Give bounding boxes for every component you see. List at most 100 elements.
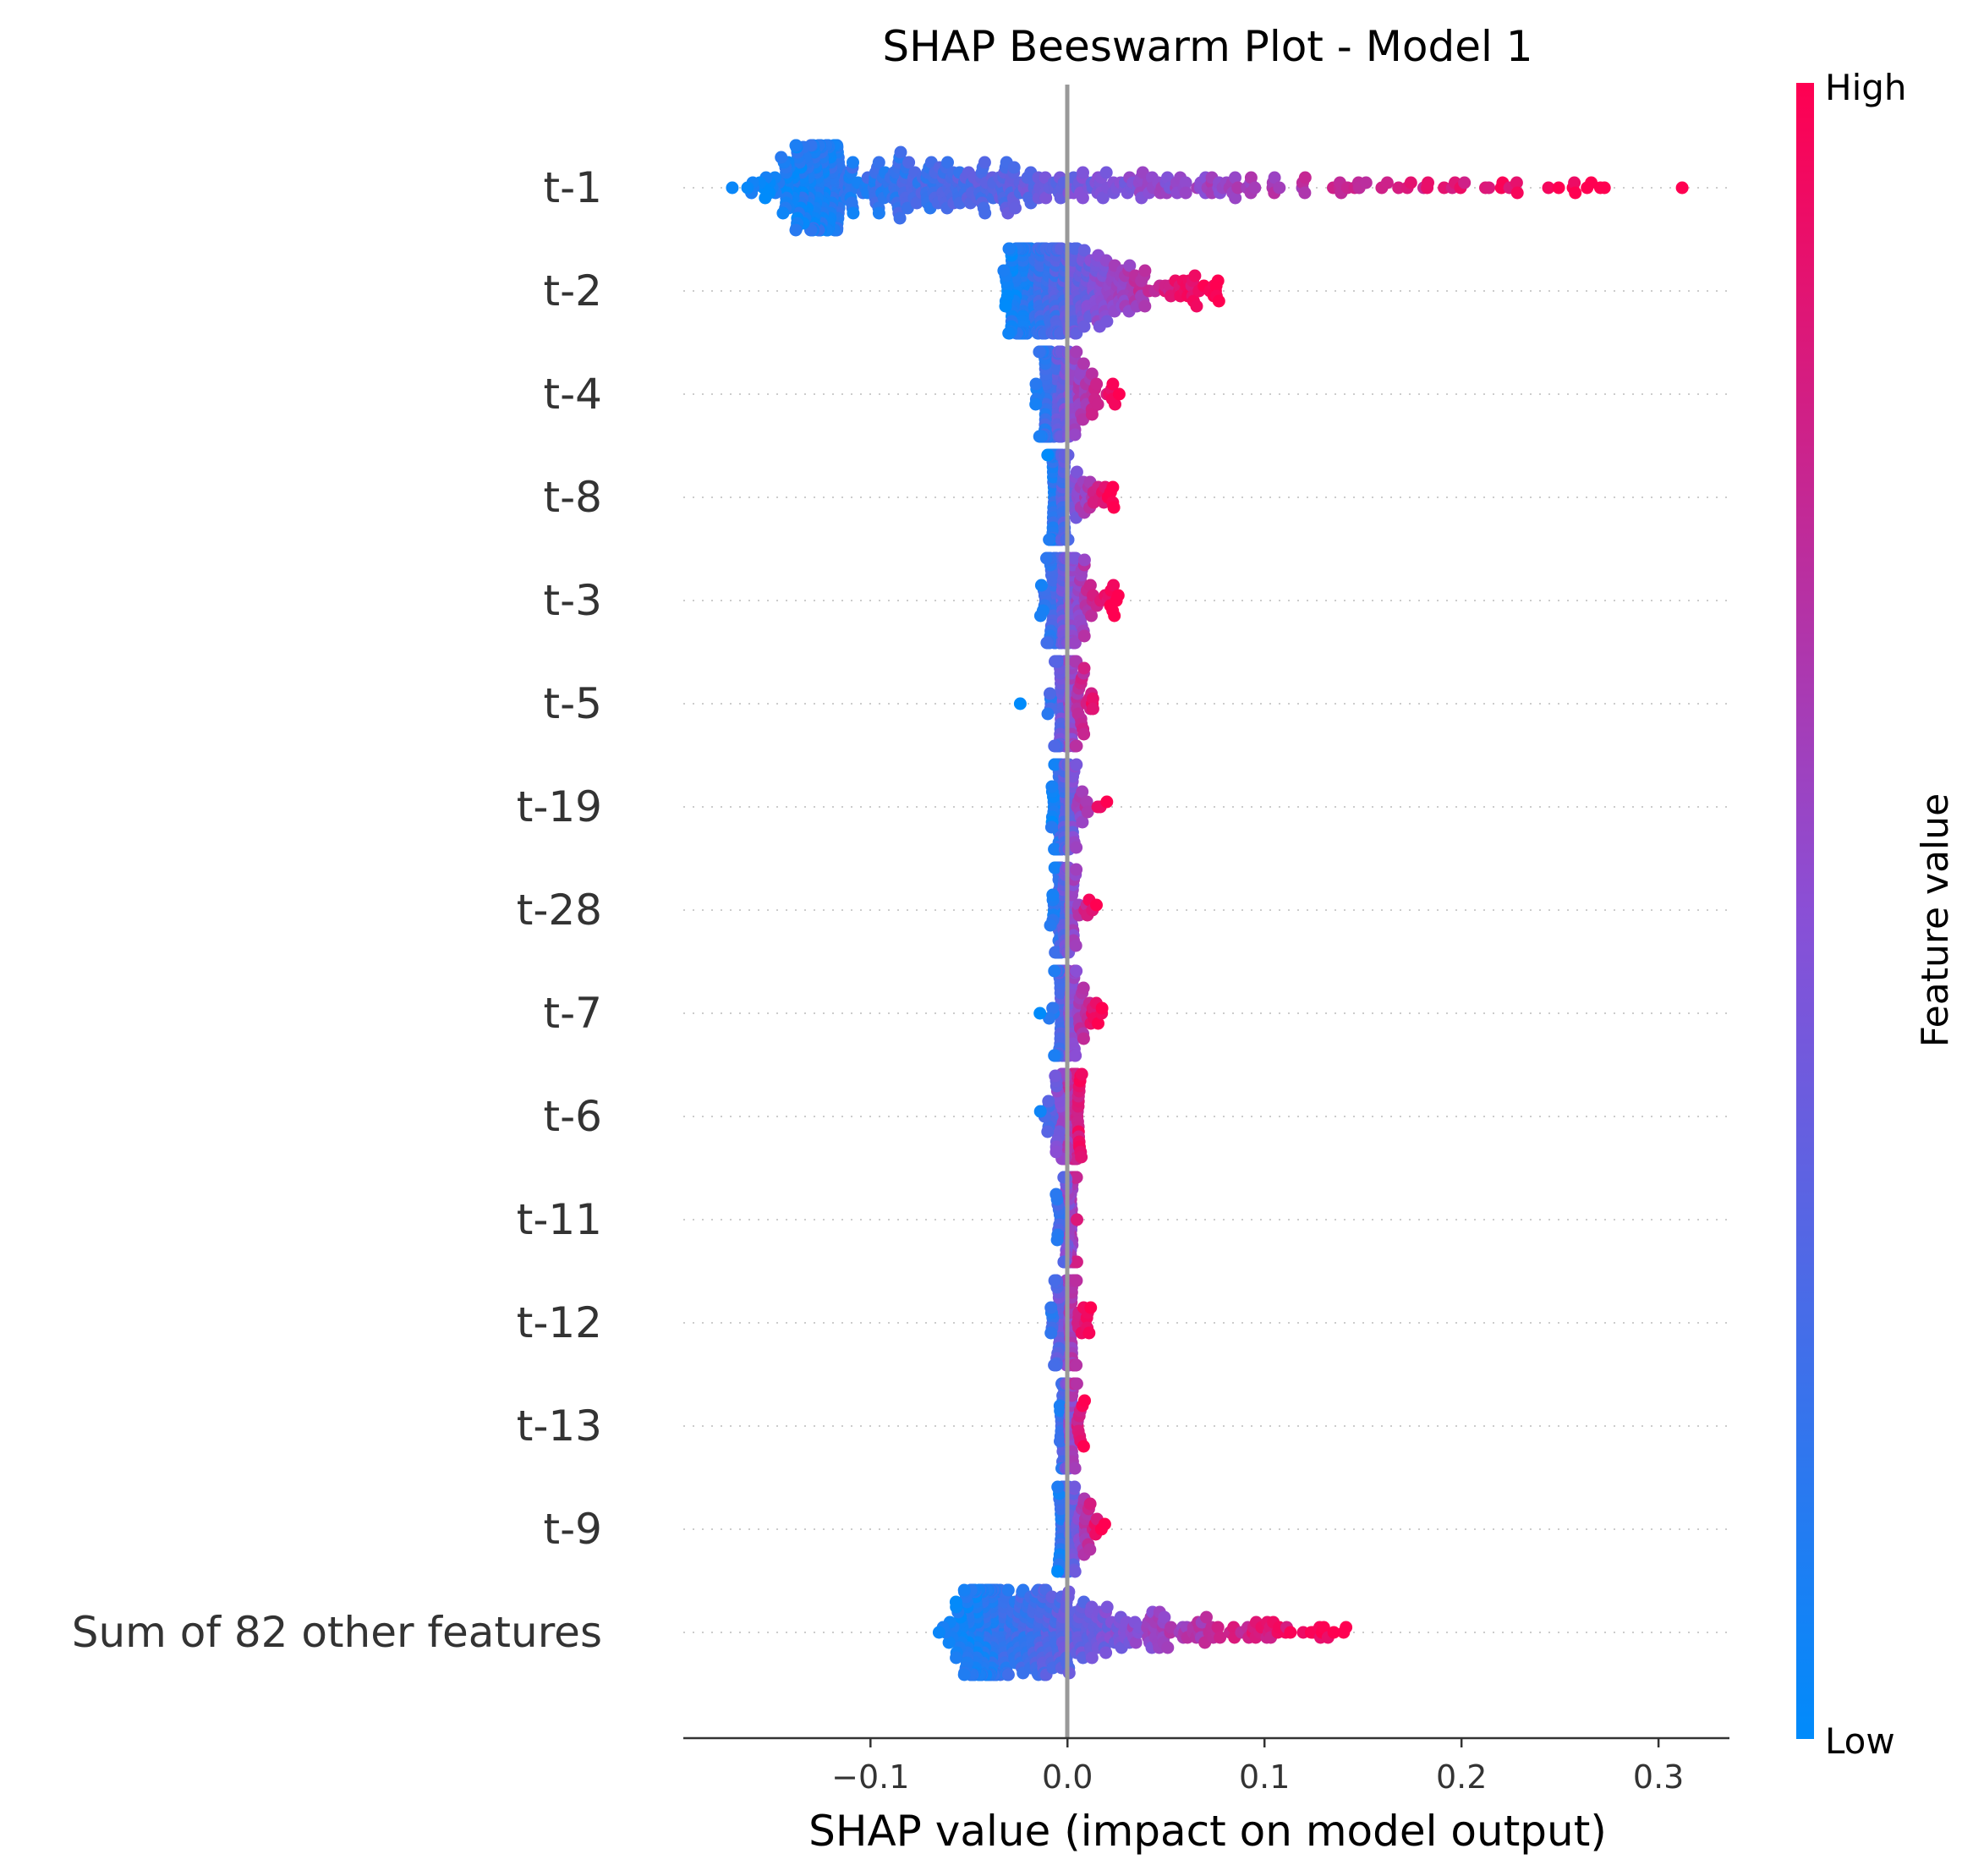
shap-point [1040, 636, 1054, 650]
colorbar-low-label: Low [1825, 1720, 1895, 1762]
feature-label: t-8 [544, 473, 602, 522]
shap-point [1111, 589, 1125, 602]
x-tick-label: 0.2 [1436, 1758, 1487, 1796]
feature-label: t-19 [517, 782, 602, 831]
shap-point [997, 264, 1011, 277]
shap-point [1049, 946, 1062, 959]
shap-point [1106, 377, 1120, 391]
shap-point [1211, 1621, 1225, 1634]
shap-point [1268, 171, 1281, 184]
shap-point [1229, 191, 1242, 205]
shap-point [1053, 1399, 1066, 1412]
shap-point [1095, 1001, 1109, 1015]
feature-label: t-5 [544, 679, 602, 728]
shap-point [1138, 264, 1152, 277]
shap-point [1034, 579, 1048, 592]
shap-point [1085, 609, 1098, 623]
shap-point [872, 156, 885, 169]
shap-point [949, 1595, 962, 1609]
shap-point [1043, 533, 1056, 546]
shap-point [1422, 176, 1434, 189]
shap-point [1212, 294, 1225, 308]
shap-point [1214, 1631, 1227, 1644]
shap-point [1068, 1480, 1082, 1494]
shap-point [1075, 1067, 1088, 1081]
shap-point [1077, 629, 1091, 643]
shap-point [1248, 181, 1262, 195]
shap-point [1002, 242, 1016, 255]
shap-point [1083, 1497, 1097, 1511]
feature-label: t-1 [544, 163, 602, 212]
shap-point [1077, 727, 1091, 741]
shap-point [1044, 687, 1056, 700]
feature-label: t-2 [544, 266, 602, 315]
shap-point [1069, 939, 1082, 952]
shap-point [1109, 398, 1121, 411]
shap-point [1076, 815, 1089, 829]
shap-point [1675, 181, 1689, 195]
shap-point [1070, 465, 1083, 479]
shap-point [1112, 387, 1126, 401]
shap-point [1033, 609, 1047, 623]
shap-point [1076, 191, 1089, 205]
shap-point [1100, 1600, 1114, 1614]
shap-point [1013, 697, 1027, 710]
shap-point [1049, 1069, 1062, 1083]
x-tick-label: 0.0 [1042, 1758, 1093, 1796]
shap-point [910, 196, 923, 210]
shap-point [1327, 1626, 1340, 1639]
shap-point [1083, 1543, 1097, 1556]
feature-label: t-4 [544, 370, 602, 419]
shap-point [1458, 176, 1472, 189]
shap-point [1041, 1125, 1055, 1138]
shap-point [789, 139, 803, 152]
shap-point [1542, 181, 1555, 195]
shap-point [978, 156, 991, 169]
shap-point [1068, 428, 1082, 442]
shap-point [1002, 326, 1016, 340]
shap-point [1041, 707, 1055, 721]
shap-point [1033, 1105, 1047, 1118]
shap-point [1190, 299, 1203, 313]
feature-label: t-6 [544, 1092, 602, 1141]
shap-point [1039, 191, 1053, 205]
shap-point [1359, 176, 1373, 189]
shap-point [1136, 166, 1149, 179]
shap-point [1076, 785, 1089, 798]
shap-point [893, 211, 907, 225]
shap-point [942, 1636, 956, 1649]
row-guide-lines [683, 187, 1729, 1633]
shap-point [1044, 1301, 1058, 1314]
shap-point [1092, 1017, 1104, 1030]
shap-point [1070, 1171, 1083, 1184]
shap-point [1284, 1626, 1297, 1639]
shap-point [1108, 609, 1121, 623]
chart-title: SHAP Beeswarm Plot - Model 1 [882, 22, 1532, 71]
shap-point [741, 181, 754, 195]
shap-point [1049, 655, 1061, 668]
shap-point [1070, 1377, 1083, 1391]
shap-point [1075, 1150, 1088, 1164]
shap-point [1244, 171, 1258, 184]
feature-label: t-3 [544, 576, 602, 625]
shap-point [950, 1651, 963, 1665]
shap-point [1048, 1049, 1061, 1062]
shap-point [1552, 181, 1565, 195]
colorbar-high-label: High [1825, 67, 1907, 108]
shap-point [1099, 1646, 1113, 1659]
shap-point [1098, 1517, 1111, 1531]
colorbar-label: Feature value [1914, 793, 1957, 1047]
shap-point [1077, 553, 1091, 567]
shap-point [1048, 964, 1061, 978]
shap-point [1033, 1007, 1047, 1020]
shap-point [932, 1626, 945, 1639]
shap-point [1044, 820, 1058, 834]
shap-point [1070, 964, 1083, 978]
shap-point [1009, 201, 1022, 215]
shap-point [1158, 1610, 1171, 1624]
x-tick-label: 0.1 [1239, 1758, 1290, 1796]
shap-point [726, 181, 739, 195]
shap-point [1273, 181, 1286, 195]
shap-point [1077, 1032, 1090, 1045]
shap-point [1046, 888, 1060, 902]
